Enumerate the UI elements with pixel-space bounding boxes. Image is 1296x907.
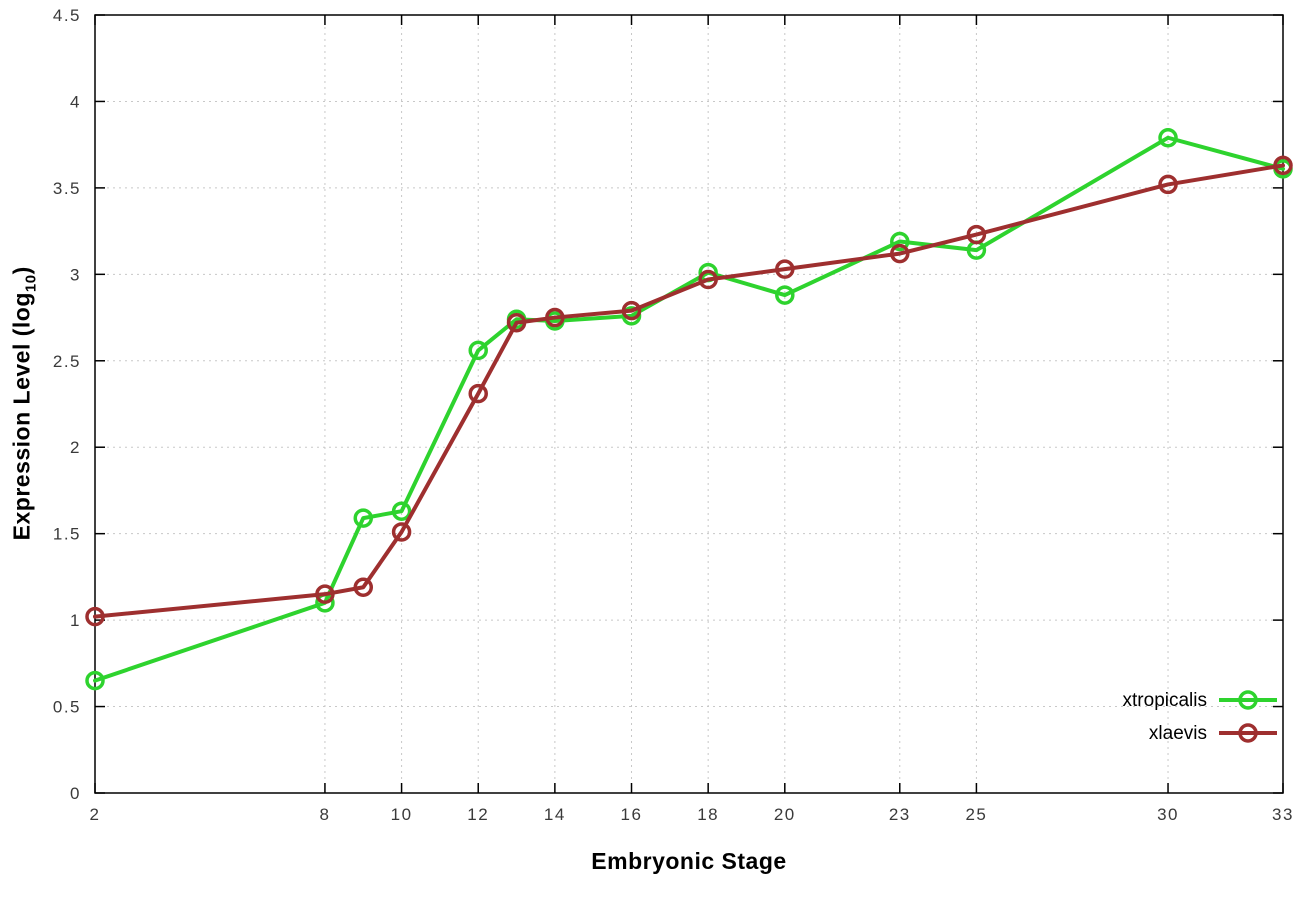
y-tick-label: 4.5 [53,6,81,25]
data-point-xtropicalis [391,501,412,521]
x-tick-label: 33 [1272,805,1294,824]
data-point-xtropicalis [353,508,374,528]
y-axis-label-subscript: 10 [22,274,40,293]
y-tick-label: 1.5 [53,525,81,544]
y-tick-label: 0 [70,784,81,803]
data-point-xlaevis [966,224,987,245]
legend-sample-marker-xtropicalis [1238,690,1258,710]
x-tick-label: 23 [889,805,911,824]
y-axis-label: Expression Level (log10) [9,13,40,793]
x-tick-label: 25 [965,805,987,824]
data-point-xtropicalis [775,285,795,305]
y-axis-label-suffix: ) [8,266,35,275]
y-tick-label: 4 [70,92,81,111]
data-point-xlaevis [506,312,527,333]
data-point-xlaevis [391,522,412,542]
x-tick-label: 20 [774,805,796,824]
x-tick-label: 18 [697,805,719,824]
data-point-xtropicalis [890,231,910,252]
data-point-xlaevis [1158,174,1178,195]
data-point-xlaevis [890,243,910,264]
legend-label-xlaevis: xlaevis [1149,723,1207,744]
y-tick-label: 1 [70,611,81,630]
data-point-xlaevis [1273,155,1293,176]
data-point-xlaevis [621,300,642,321]
x-tick-label: 30 [1157,805,1179,824]
x-tick-label: 16 [621,805,643,824]
y-tick-label: 3 [70,265,81,284]
data-point-xtropicalis [1158,128,1178,148]
data-point-xtropicalis [85,670,105,691]
x-tick-label: 10 [391,805,413,824]
data-point-xlaevis [545,307,565,328]
data-point-xlaevis [775,259,795,279]
y-tick-label: 2 [70,438,81,457]
y-tick-label: 3.5 [53,179,81,198]
y-tick-label: 0.5 [53,698,81,717]
data-point-xlaevis [353,577,374,598]
x-tick-label: 2 [90,805,101,824]
legend-label-xtropicalis: xtropicalis [1123,690,1207,711]
x-tick-label: 12 [467,805,489,824]
y-tick-label: 2.5 [53,352,81,371]
data-point-xlaevis [85,606,105,627]
data-point-xlaevis [468,383,488,404]
x-tick-label: 14 [544,805,566,824]
x-axis-label: Embryonic Stage [95,848,1283,875]
x-tick-label: 8 [319,805,330,824]
data-point-xlaevis [698,269,718,290]
y-axis-label-text: Expression Level (log [8,292,35,541]
x-axis-label-text: Embryonic Stage [591,848,787,874]
legend-sample-marker-xlaevis [1238,723,1258,743]
data-point-xlaevis [315,584,335,604]
plot-border [94,14,1284,794]
data-point-xtropicalis [468,340,488,361]
series-line-xlaevis [93,163,1285,619]
